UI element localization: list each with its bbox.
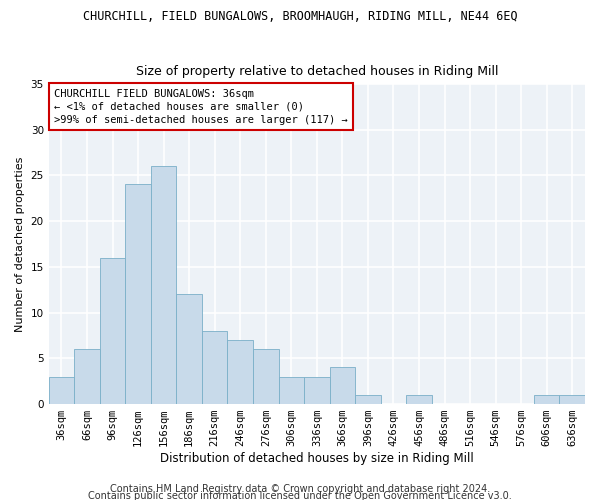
Y-axis label: Number of detached properties: Number of detached properties bbox=[15, 156, 25, 332]
Bar bbox=[329, 368, 355, 404]
Bar bbox=[227, 340, 253, 404]
Bar bbox=[534, 395, 559, 404]
Text: CHURCHILL, FIELD BUNGALOWS, BROOMHAUGH, RIDING MILL, NE44 6EQ: CHURCHILL, FIELD BUNGALOWS, BROOMHAUGH, … bbox=[83, 10, 517, 23]
X-axis label: Distribution of detached houses by size in Riding Mill: Distribution of detached houses by size … bbox=[160, 452, 474, 465]
Bar bbox=[74, 349, 100, 404]
Bar bbox=[100, 258, 125, 404]
Title: Size of property relative to detached houses in Riding Mill: Size of property relative to detached ho… bbox=[136, 66, 498, 78]
Bar bbox=[176, 294, 202, 404]
Bar bbox=[151, 166, 176, 404]
Text: Contains HM Land Registry data © Crown copyright and database right 2024.: Contains HM Land Registry data © Crown c… bbox=[110, 484, 490, 494]
Text: CHURCHILL FIELD BUNGALOWS: 36sqm
← <1% of detached houses are smaller (0)
>99% o: CHURCHILL FIELD BUNGALOWS: 36sqm ← <1% o… bbox=[54, 88, 348, 125]
Bar bbox=[355, 395, 380, 404]
Bar bbox=[278, 376, 304, 404]
Bar bbox=[559, 395, 585, 404]
Bar bbox=[125, 184, 151, 404]
Text: Contains public sector information licensed under the Open Government Licence v3: Contains public sector information licen… bbox=[88, 491, 512, 500]
Bar bbox=[253, 349, 278, 404]
Bar bbox=[304, 376, 329, 404]
Bar bbox=[49, 376, 74, 404]
Bar bbox=[202, 331, 227, 404]
Bar bbox=[406, 395, 432, 404]
